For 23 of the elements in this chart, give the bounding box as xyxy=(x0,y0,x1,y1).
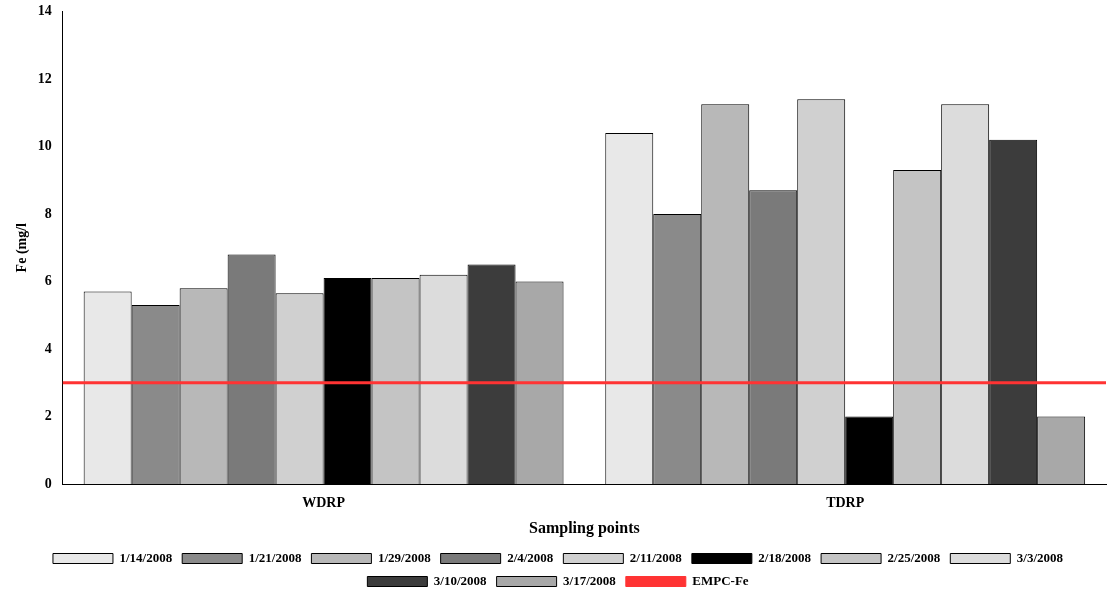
legend-label: 2/4/2008 xyxy=(507,549,554,565)
legend-label: 2/25/2008 xyxy=(887,549,941,565)
legend-label: 2/11/2008 xyxy=(629,549,683,565)
y-tick-label: 4 xyxy=(44,340,52,356)
legend-label: EMPC-Fe xyxy=(692,572,749,588)
legend-label: 1/29/2008 xyxy=(377,549,432,565)
x-tick-label: TDRP xyxy=(826,495,865,511)
y-tick-label: 10 xyxy=(37,138,52,154)
y-tick-label: 6 xyxy=(44,273,52,289)
y-axis-title: Fe (mg/l xyxy=(14,222,31,273)
x-tick-label: WDRP xyxy=(302,495,346,511)
legend-label: 2/18/2008 xyxy=(758,549,812,565)
y-tick-label: 2 xyxy=(44,408,52,424)
legend-label: 3/17/2008 xyxy=(563,572,617,588)
y-tick-label: 0 xyxy=(44,475,52,491)
y-tick-label: 12 xyxy=(37,70,52,86)
legend-label: 3/3/2008 xyxy=(1016,549,1064,565)
legend-label: 1/14/2008 xyxy=(119,549,173,565)
x-axis-title: Sampling points xyxy=(529,518,640,537)
y-tick-label: 8 xyxy=(44,205,52,221)
legend-label: 3/10/2008 xyxy=(433,572,488,588)
y-tick-label: 14 xyxy=(37,3,52,19)
legend-label: 1/21/2008 xyxy=(248,549,302,565)
